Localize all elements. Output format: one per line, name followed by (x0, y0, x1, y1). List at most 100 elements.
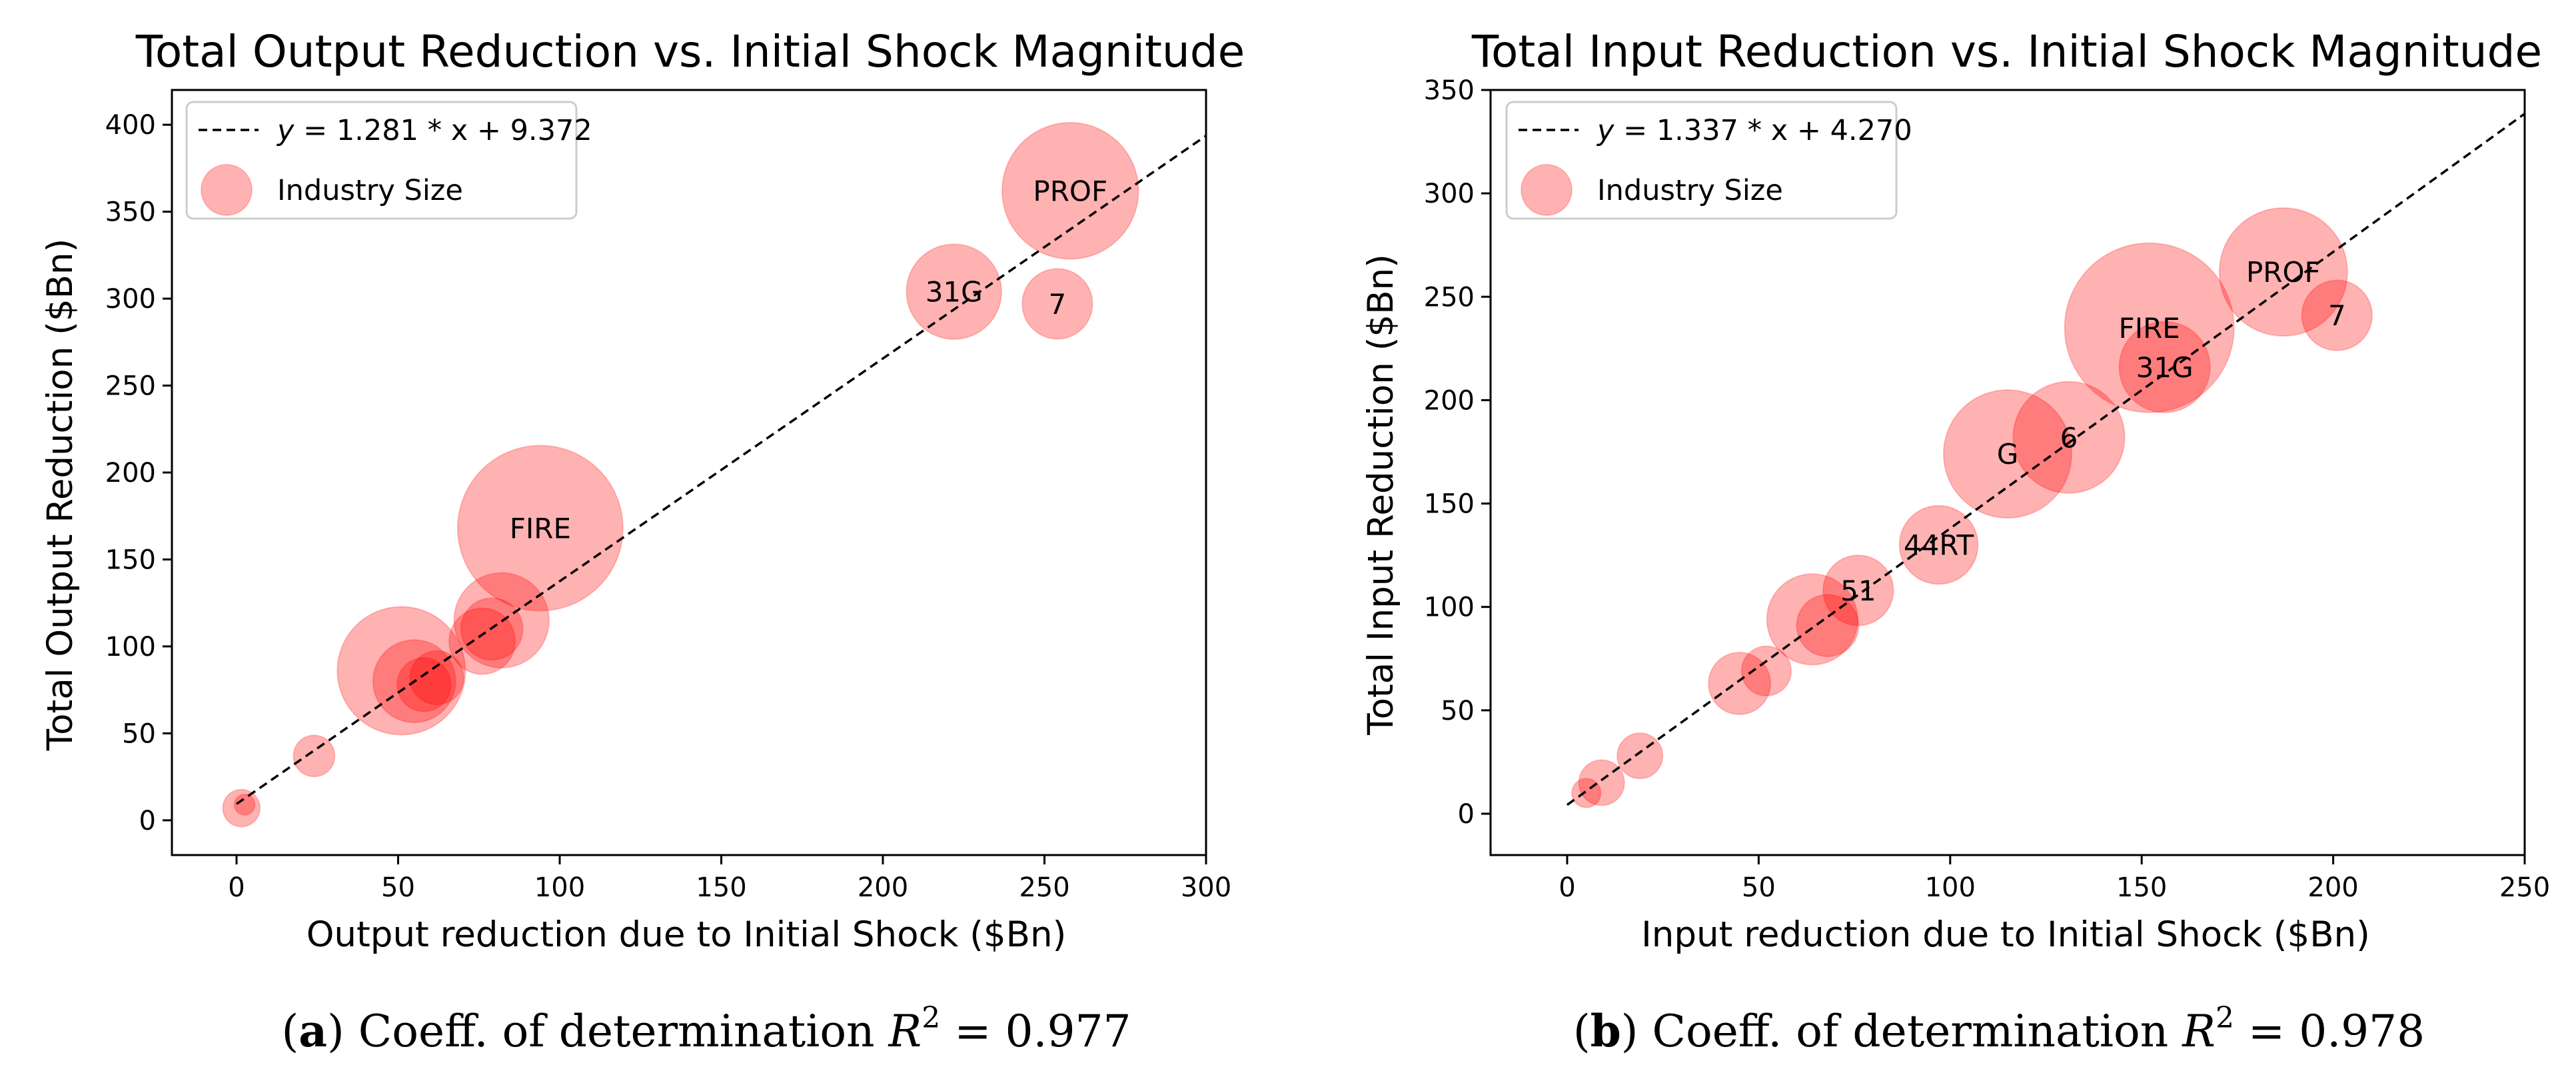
caption-b: (b) Coeff. of determination R2 = 0.978 (1573, 1001, 2425, 1057)
tick-layer: 0 50 100 150 200 250 300 0 50 100 150 200 250 300 350 4… (105, 110, 1232, 903)
y-axis-label: Total Output Reduction ($Bn) (40, 239, 81, 751)
data-point (1616, 732, 1664, 780)
data-point (1740, 645, 1792, 697)
legend-bubble-marker (201, 164, 253, 216)
data-point (448, 607, 516, 675)
data-point (222, 788, 261, 828)
legend-series-label: Industry Size (1597, 174, 1783, 207)
data-point (336, 606, 466, 736)
x-tick-label: 50 (381, 872, 415, 903)
data-label: PROF (1033, 175, 1107, 207)
data-point (1021, 268, 1093, 340)
tick-layer: 0 50 100 150 200 250 0 50 100 150 200 250 300 350 (1424, 75, 2551, 903)
x-tick-label: 150 (2116, 872, 2167, 903)
data-point (2301, 279, 2373, 351)
caption-body: Coeff. of determination (344, 1006, 889, 1057)
data-label: 7 (2328, 299, 2346, 332)
caption-close-paren: ) (1621, 1006, 1638, 1057)
caption-letter: a (299, 1005, 327, 1057)
caption-letter: b (1591, 1005, 1621, 1057)
data-label: FIRE (2119, 312, 2180, 345)
data-point (1001, 122, 1139, 260)
data-point (2064, 242, 2235, 413)
y-tick-label: 350 (1424, 75, 1475, 106)
data-label: PROF (2246, 256, 2321, 289)
x-tick-label: 300 (1181, 872, 1231, 903)
data-point (456, 445, 624, 612)
y-tick-label: 100 (1424, 592, 1475, 623)
legend: y = 1.337 * x + 4.270 Industry Size (1505, 101, 1912, 220)
legend-fit-prefix: y = (276, 114, 336, 147)
y-tick-label: 250 (105, 371, 156, 402)
caption-a-text: (a) Coeff. of determination R2 = 0.977 (282, 1001, 1131, 1057)
data-point (233, 793, 256, 816)
data-label: 44RT (1904, 529, 1974, 562)
legend-fit-expr: 1.281 * x + 9.372 (336, 114, 592, 147)
fit-line (1566, 113, 2526, 806)
caption-open-paren: ( (282, 1006, 299, 1057)
x-tick-label: 250 (1019, 872, 1069, 903)
data-label: 6 (2060, 421, 2078, 454)
x-tick-label: 250 (2499, 872, 2550, 903)
data-label: G (1997, 438, 2019, 471)
data-label: 7 (1049, 288, 1067, 321)
y-tick-label: 0 (1458, 799, 1475, 830)
data-label: 51 (1840, 574, 1876, 607)
y-tick-label: 150 (105, 544, 156, 575)
y-axis-label: Total Input Reduction ($Bn) (1361, 254, 1401, 736)
chart-title: Total Output Reduction vs. Initial Shock… (135, 26, 1245, 77)
x-axis-label: Input reduction due to Initial Shock ($B… (1641, 914, 2370, 955)
y-tick-label: 350 (105, 197, 156, 228)
marks-layer: FIRE 31G 7 PROF (222, 122, 1207, 828)
data-label: 31G (2136, 351, 2194, 384)
x-tick-label: 100 (1925, 872, 1976, 903)
x-axis-label: Output reduction due to Initial Shock ($… (307, 914, 1067, 955)
caption-b-text: (b) Coeff. of determination R2 = 0.978 (1573, 1001, 2425, 1057)
caption-eq: = 0.977 (940, 1006, 1131, 1057)
x-tick-label: 0 (1559, 872, 1575, 903)
data-point (409, 650, 465, 706)
y-tick-label: 200 (1424, 385, 1475, 416)
legend-fit-line-label: y = 1.281 * x + 9.372 (276, 114, 592, 147)
data-point (2118, 321, 2211, 413)
data-label: FIRE (510, 512, 571, 544)
data-point (396, 657, 452, 712)
data-point (1578, 759, 1625, 806)
y-tick-label: 50 (1441, 696, 1475, 726)
x-tick-label: 50 (1742, 872, 1776, 903)
data-point (1942, 389, 2073, 519)
legend: y = 1.281 * x + 9.372 Industry Size (185, 101, 592, 220)
x-tick-label: 0 (228, 872, 245, 903)
legend-series-label: Industry Size (277, 174, 463, 207)
chart-title: Total Input Reduction vs. Initial Shock … (1471, 26, 2542, 77)
x-tick-label: 150 (696, 872, 746, 903)
caption-open-paren: ( (1573, 1006, 1591, 1057)
data-point (2218, 207, 2348, 337)
legend-box (185, 101, 578, 220)
x-tick-label: 100 (534, 872, 585, 903)
caption-eq: = 0.978 (2234, 1006, 2425, 1057)
panel-b: Total Input Reduction vs. Initial Shock … (1361, 26, 2550, 955)
legend-box (1505, 101, 1898, 220)
caption-body: Coeff. of determination (1638, 1006, 2182, 1057)
caption-close-paren: ) (327, 1006, 344, 1057)
y-tick-label: 200 (105, 458, 156, 489)
caption-sup: 2 (2216, 1001, 2234, 1035)
data-point (1898, 505, 1979, 585)
x-tick-label: 200 (858, 872, 908, 903)
data-point (906, 243, 1002, 340)
y-tick-label: 300 (1424, 179, 1475, 209)
y-tick-label: 150 (1424, 489, 1475, 520)
caption-r: R (2182, 1006, 2216, 1057)
caption-sup: 2 (922, 1001, 940, 1035)
x-tick-label: 200 (2307, 872, 2358, 903)
legend-bubble-marker (1521, 164, 1573, 216)
y-tick-label: 400 (105, 110, 156, 141)
plot-frame (1489, 89, 2526, 856)
data-point (2012, 381, 2126, 494)
data-point (1766, 573, 1859, 666)
data-point (293, 734, 336, 778)
legend-fit-line-label: y = 1.337 * x + 4.270 (1596, 114, 1912, 147)
